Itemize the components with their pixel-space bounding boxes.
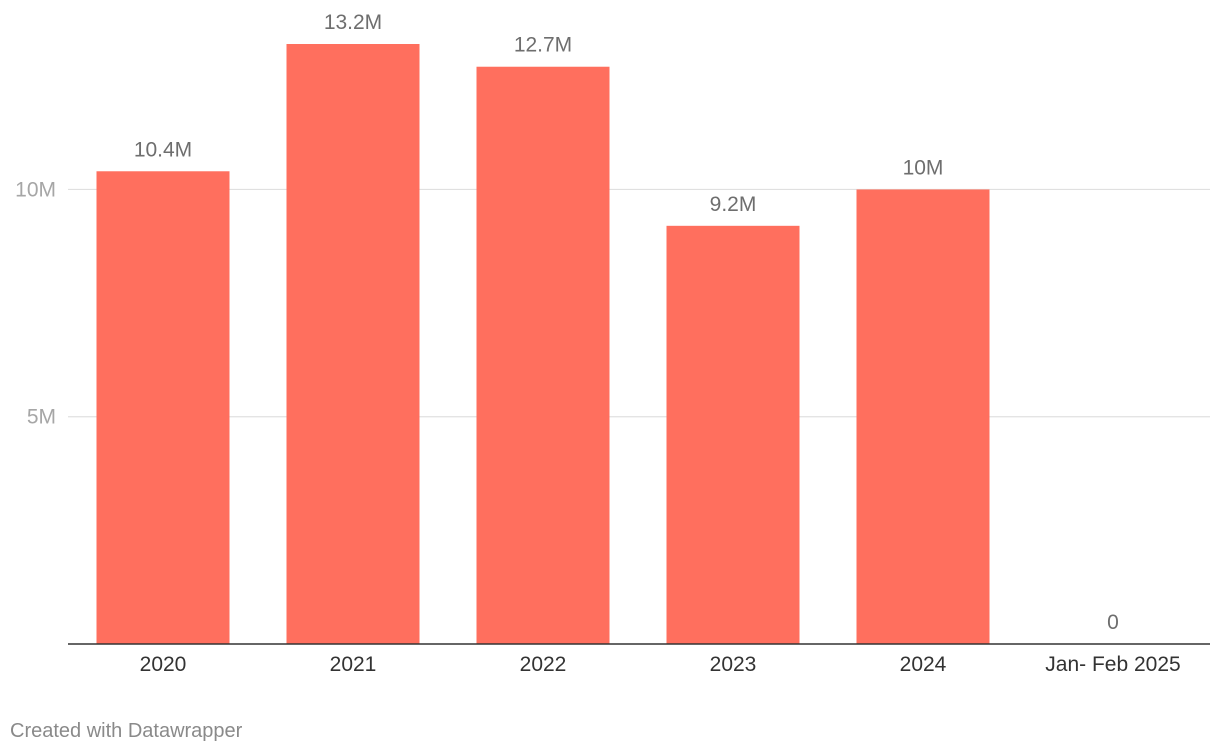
data-label: 10.4M <box>134 138 192 161</box>
x-tick-label: 2024 <box>900 653 947 676</box>
data-label: 13.2M <box>324 11 382 34</box>
bar-2021 <box>286 44 420 644</box>
bar-2022 <box>476 66 610 644</box>
bar-2020 <box>96 171 230 645</box>
data-label: 0 <box>1107 611 1119 634</box>
x-axis-tick-labels: 2020 2021 2022 2023 2024 Jan- Feb 2025 <box>140 653 1181 676</box>
bar-2023 <box>666 225 800 644</box>
data-label: 12.7M <box>514 34 572 57</box>
credit-text: Created with Datawrapper <box>10 720 243 742</box>
x-tick-label: 2020 <box>140 653 187 676</box>
data-label: 9.2M <box>710 193 757 216</box>
data-labels: 10.4M 13.2M 12.7M 9.2M 10M 0 <box>134 11 1119 634</box>
x-tick-label: 2021 <box>330 653 377 676</box>
gridlines: 5M 10M <box>15 178 1210 429</box>
bars <box>96 44 990 645</box>
x-tick-label: 2022 <box>520 653 567 676</box>
y-tick-label: 10M <box>15 178 56 201</box>
x-tick-label: Jan- Feb 2025 <box>1045 653 1180 676</box>
data-label: 10M <box>903 156 944 179</box>
bar-2024 <box>856 189 990 645</box>
x-tick-label: 2023 <box>710 653 757 676</box>
y-tick-label: 5M <box>27 406 56 429</box>
